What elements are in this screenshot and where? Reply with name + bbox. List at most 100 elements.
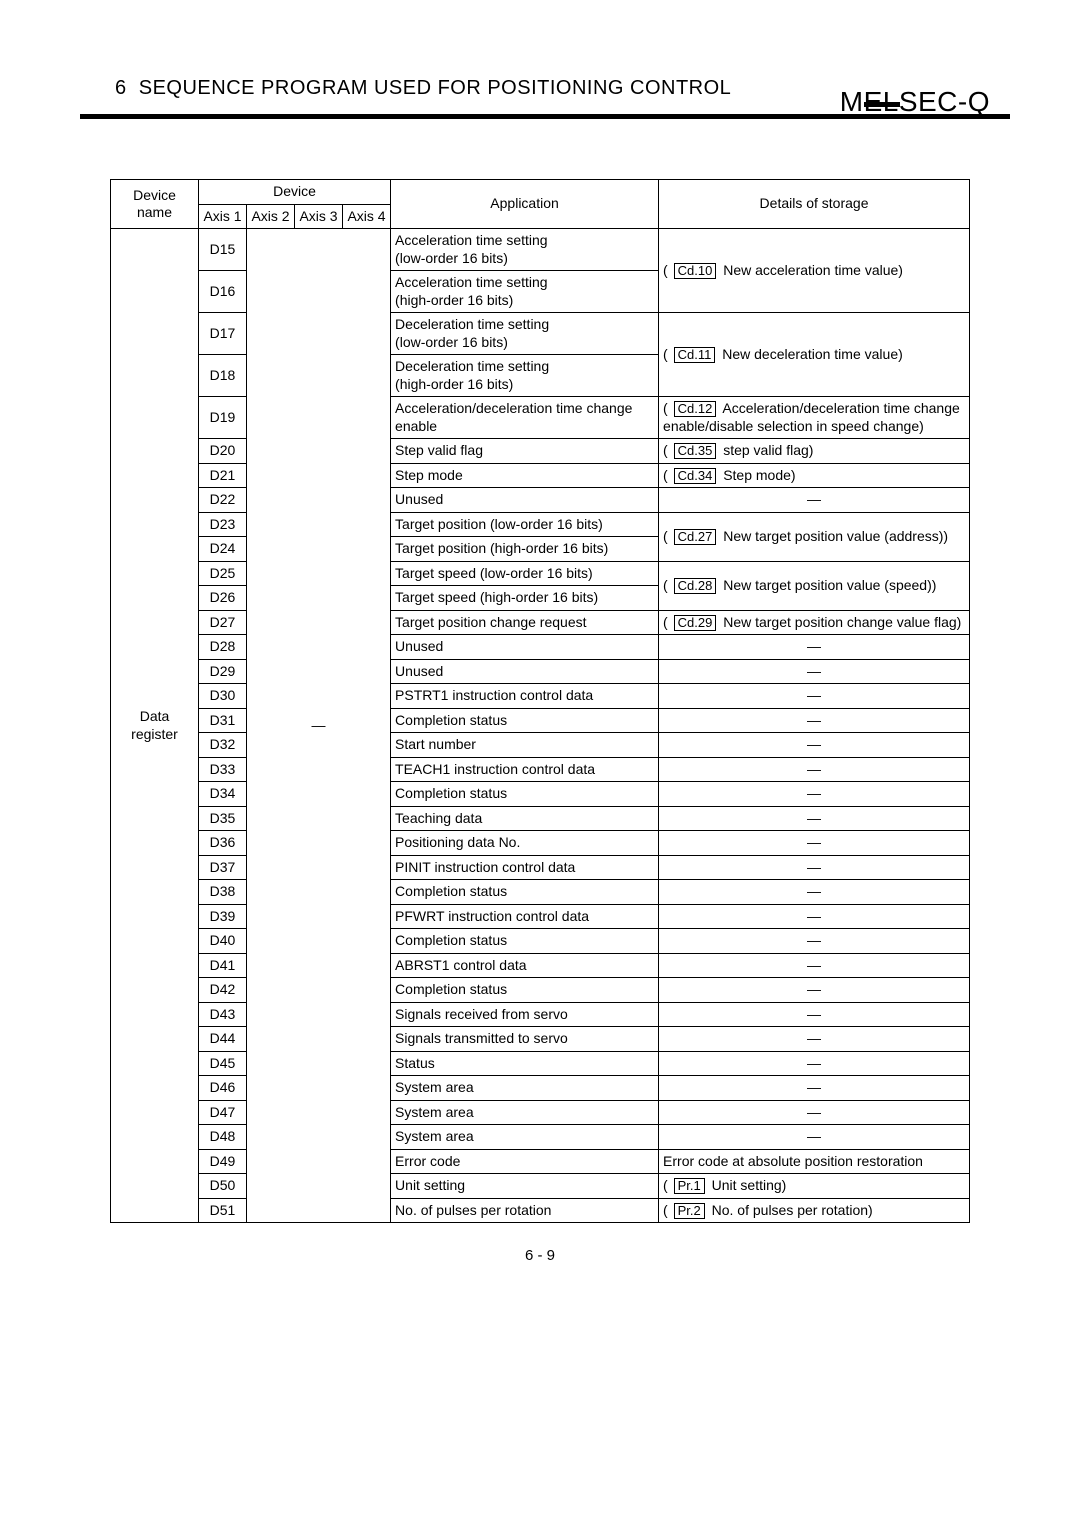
cell-application: Step valid flag (391, 439, 659, 464)
th-application: Application (391, 180, 659, 229)
cell-application: Acceleration time setting(high-order 16 … (391, 271, 659, 313)
table-row: D32Start number— (111, 733, 970, 758)
cell-application: Status (391, 1051, 659, 1076)
cell-axis1: D50 (199, 1174, 247, 1199)
table-row: D25Target speed (low-order 16 bits)( Cd.… (111, 561, 970, 586)
cell-axis1: D17 (199, 313, 247, 355)
cell-details: — (659, 708, 970, 733)
table-row: D48System area— (111, 1125, 970, 1150)
cell-application: Unused (391, 659, 659, 684)
cell-axis1: D34 (199, 782, 247, 807)
cell-axis1: D46 (199, 1076, 247, 1101)
cell-details: Error code at absolute position restorat… (659, 1149, 970, 1174)
row-header-device-name: Data register (111, 229, 199, 1223)
cell-axis1: D47 (199, 1100, 247, 1125)
table-row: D45 Status— (111, 1051, 970, 1076)
cell-details: ( Cd.10 New acceleration time value) (659, 229, 970, 313)
cell-application: Deceleration time setting(high-order 16 … (391, 355, 659, 397)
cell-axis1: D40 (199, 929, 247, 954)
cell-application: Completion status (391, 880, 659, 905)
table-row: D44Signals transmitted to servo— (111, 1027, 970, 1052)
cell-details: ( Cd.34 Step mode) (659, 463, 970, 488)
table-row: D46System area— (111, 1076, 970, 1101)
cell-axis1: D16 (199, 271, 247, 313)
table-row: D50Unit setting( Pr.1 Unit setting) (111, 1174, 970, 1199)
cell-axis-merge: — (247, 229, 391, 1223)
brand: MELSEC-Q (840, 86, 990, 118)
table-row: D21Step mode( Cd.34 Step mode) (111, 463, 970, 488)
cell-details: — (659, 978, 970, 1003)
page-number: 6 - 9 (0, 1247, 1080, 1264)
cell-details: — (659, 1100, 970, 1125)
th-details: Details of storage (659, 180, 970, 229)
cell-axis1: D45 (199, 1051, 247, 1076)
device-table: Device name Device Application Details o… (110, 179, 970, 1223)
cell-axis1: D29 (199, 659, 247, 684)
cell-details: — (659, 684, 970, 709)
code-badge: Cd.28 (674, 578, 717, 594)
cell-axis1: D26 (199, 586, 247, 611)
cell-axis1: D27 (199, 610, 247, 635)
cell-axis1: D36 (199, 831, 247, 856)
table-row: D37PINIT instruction control data— (111, 855, 970, 880)
page-header: 6 SEQUENCE PROGRAM USED FOR POSITIONING … (115, 70, 1010, 110)
section-title-text: SEQUENCE PROGRAM USED FOR POSITIONING CO… (139, 77, 732, 99)
cell-details: — (659, 1002, 970, 1027)
cell-application: Positioning data No. (391, 831, 659, 856)
cell-axis1: D19 (199, 397, 247, 439)
th-axis1: Axis 1 (199, 204, 247, 229)
cell-application: Unit setting (391, 1174, 659, 1199)
table-row: D36 Positioning data No.— (111, 831, 970, 856)
th-device: Device (199, 180, 391, 205)
table-row: D49Error codeError code at absolute posi… (111, 1149, 970, 1174)
table-head: Device name Device Application Details o… (111, 180, 970, 229)
cell-application: Completion status (391, 929, 659, 954)
cell-details: ( Cd.35 step valid flag) (659, 439, 970, 464)
cell-axis1: D48 (199, 1125, 247, 1150)
table-row: D17 Deceleration time setting(low-order 1… (111, 313, 970, 355)
cell-details: — (659, 929, 970, 954)
cell-details: — (659, 733, 970, 758)
table-row: D35Teaching data— (111, 806, 970, 831)
table-row: D38Completion status— (111, 880, 970, 905)
table-row: D42Completion status— (111, 978, 970, 1003)
cell-details: — (659, 904, 970, 929)
cell-axis1: D31 (199, 708, 247, 733)
cell-application: No. of pulses per rotation (391, 1198, 659, 1223)
cell-axis1: D28 (199, 635, 247, 660)
cell-axis1: D22 (199, 488, 247, 513)
table-row: D41ABRST1 control data— (111, 953, 970, 978)
table-row: D23Target position (low-order 16 bits)( … (111, 512, 970, 537)
code-badge: Pr.1 (674, 1178, 705, 1194)
cell-axis1: D30 (199, 684, 247, 709)
table-row: D27Target position change request( Cd.29… (111, 610, 970, 635)
cell-application: Signals transmitted to servo (391, 1027, 659, 1052)
table-row: D20 Step valid flag( Cd.35 step valid fla… (111, 439, 970, 464)
cell-details: ( Cd.27 New target position value (addre… (659, 512, 970, 561)
cell-application: Acceleration time setting(low-order 16 b… (391, 229, 659, 271)
table-row: D31Completion status— (111, 708, 970, 733)
table-row: D33TEACH1 instruction control data— (111, 757, 970, 782)
table-body: Data registerD15—Acceleration time setti… (111, 229, 970, 1223)
cell-application: PFWRT instruction control data (391, 904, 659, 929)
cell-details: — (659, 1051, 970, 1076)
cell-details: — (659, 831, 970, 856)
cell-application: Deceleration time setting(low-order 16 b… (391, 313, 659, 355)
cell-details: — (659, 806, 970, 831)
th-axis4: Axis 4 (343, 204, 391, 229)
cell-details: ( Cd.28 New target position value (speed… (659, 561, 970, 610)
table-row: D51No. of pulses per rotation( Pr.2 No. … (111, 1198, 970, 1223)
cell-axis1: D21 (199, 463, 247, 488)
table-row: D40 Completion status— (111, 929, 970, 954)
cell-application: Error code (391, 1149, 659, 1174)
cell-details: — (659, 855, 970, 880)
cell-axis1: D20 (199, 439, 247, 464)
cell-axis1: D44 (199, 1027, 247, 1052)
cell-application: Signals received from servo (391, 1002, 659, 1027)
cell-axis1: D24 (199, 537, 247, 562)
code-badge: Cd.34 (674, 468, 717, 484)
device-table-wrap: Device name Device Application Details o… (110, 179, 970, 1223)
section-title: 6 SEQUENCE PROGRAM USED FOR POSITIONING … (115, 77, 731, 100)
table-row: D30PSTRT1 instruction control data— (111, 684, 970, 709)
cell-application: Target speed (high-order 16 bits) (391, 586, 659, 611)
